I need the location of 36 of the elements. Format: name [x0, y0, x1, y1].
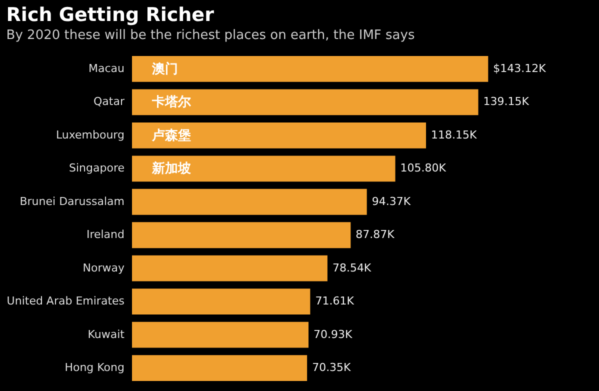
- y-tick-label: Qatar: [94, 95, 125, 108]
- data-label: 94.37K: [372, 194, 412, 208]
- data-label: 105.80K: [400, 162, 447, 175]
- data-label: 87.87K: [356, 228, 396, 242]
- chart-subtitle: By 2020 these will be the richest places on earth, the IMF says: [6, 28, 415, 43]
- data-label: 71.61K: [315, 294, 355, 308]
- bar: [132, 156, 396, 182]
- data-label: $143.12K: [493, 62, 547, 75]
- bar: [132, 188, 367, 215]
- bar: [132, 122, 426, 148]
- bar: [132, 322, 309, 348]
- bar: [132, 288, 310, 315]
- bar: [132, 56, 488, 82]
- y-tick-label: Kuwait: [88, 328, 126, 341]
- y-tick-label: Singapore: [69, 162, 125, 175]
- y-tick-label: Brunei Darussalam: [20, 194, 124, 208]
- annotation: 卢森堡: [151, 128, 191, 144]
- y-tick-label: Ireland: [86, 228, 124, 242]
- bar: [132, 255, 328, 282]
- y-tick-label: Hong Kong: [64, 361, 124, 374]
- data-label: 118.15K: [431, 128, 478, 142]
- bar: [132, 355, 308, 382]
- y-tick-label: Macau: [88, 62, 124, 75]
- data-label: 78.54K: [332, 261, 372, 274]
- annotation: 澳门: [151, 60, 178, 77]
- bar: [132, 89, 478, 116]
- y-tick-label: Norway: [82, 261, 125, 274]
- annotation: 新加坡: [151, 160, 192, 177]
- y-tick-label: United Arab Emirates: [6, 294, 125, 308]
- data-label: 70.35K: [312, 361, 352, 374]
- data-label: 70.93K: [314, 328, 353, 341]
- annotation: 卡塔尔: [151, 95, 192, 110]
- y-tick-label: Luxembourg: [56, 128, 124, 142]
- bar: [132, 222, 351, 248]
- chart-title: Rich Getting Richer: [6, 4, 215, 26]
- data-label: 139.15K: [483, 95, 530, 108]
